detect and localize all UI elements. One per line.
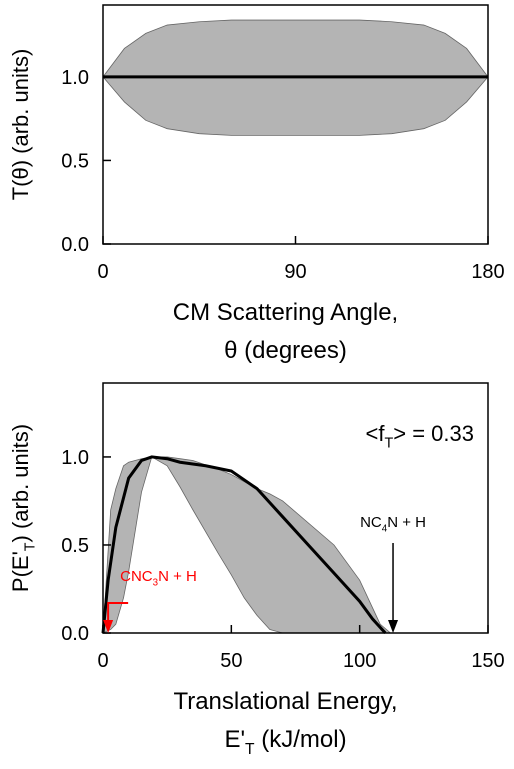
text-part: θ (degrees) — [224, 337, 347, 364]
text-part: CNC — [120, 568, 153, 585]
y-tick-label: 0.5 — [61, 150, 89, 172]
x-axis-label: CM Scattering Angle, — [173, 299, 398, 326]
x-tick-label: 150 — [471, 650, 504, 672]
x-tick-label: 180 — [471, 261, 504, 283]
annotation: CNC3N + H — [120, 568, 197, 589]
text-part: N + H — [158, 568, 197, 585]
y-tick-label: 0.5 — [61, 535, 89, 557]
text-part: ) (arb. units) — [8, 424, 33, 543]
x-axis-label: θ (degrees) — [224, 337, 347, 364]
x-axis-label: E'T (kJ/mol) — [224, 726, 346, 758]
annotation: <fT> = 0.33 — [366, 421, 474, 452]
text-part: E' — [224, 726, 245, 753]
text-part: 4 — [382, 524, 388, 535]
text-part: NC — [360, 514, 382, 531]
x-tick-label: 90 — [284, 261, 306, 283]
text-part: CM Scattering Angle, — [173, 299, 398, 326]
y-axis-label: P(E'T) (arb. units) — [8, 424, 39, 592]
text-part: (kJ/mol) — [255, 726, 347, 753]
plot-frame — [102, 382, 489, 634]
arrow-head — [103, 620, 114, 633]
text-part: N + H — [387, 514, 426, 531]
text-part: <f — [366, 421, 386, 446]
x-tick-label: 50 — [220, 650, 242, 672]
annotation-arrow — [107, 602, 129, 623]
text-part: T — [245, 741, 255, 758]
text-part: Translational Energy, — [173, 688, 397, 715]
y-tick-label: 0.0 — [61, 623, 89, 645]
y-tick-label: 1.0 — [61, 447, 89, 469]
x-axis-label: Translational Energy, — [173, 688, 397, 715]
text-part: 3 — [153, 578, 158, 589]
x-tick-label: 0 — [97, 650, 108, 672]
x-tick-label: 100 — [343, 650, 376, 672]
text-part: > = 0.33 — [393, 421, 474, 446]
y-tick-label: 1.0 — [61, 67, 89, 89]
text-part: T — [23, 542, 39, 551]
text-part: T — [385, 436, 394, 452]
text-part: P(E' — [8, 551, 33, 592]
annotation: NC4N + H — [360, 514, 426, 535]
text-part: T(θ) (arb. units) — [8, 49, 33, 201]
best-fit-line — [101, 455, 387, 635]
arrow-head — [388, 620, 399, 633]
y-tick-label: 0.0 — [61, 234, 89, 256]
y-axis-label: T(θ) (arb. units) — [8, 49, 33, 201]
x-tick-label: 0 — [97, 261, 108, 283]
